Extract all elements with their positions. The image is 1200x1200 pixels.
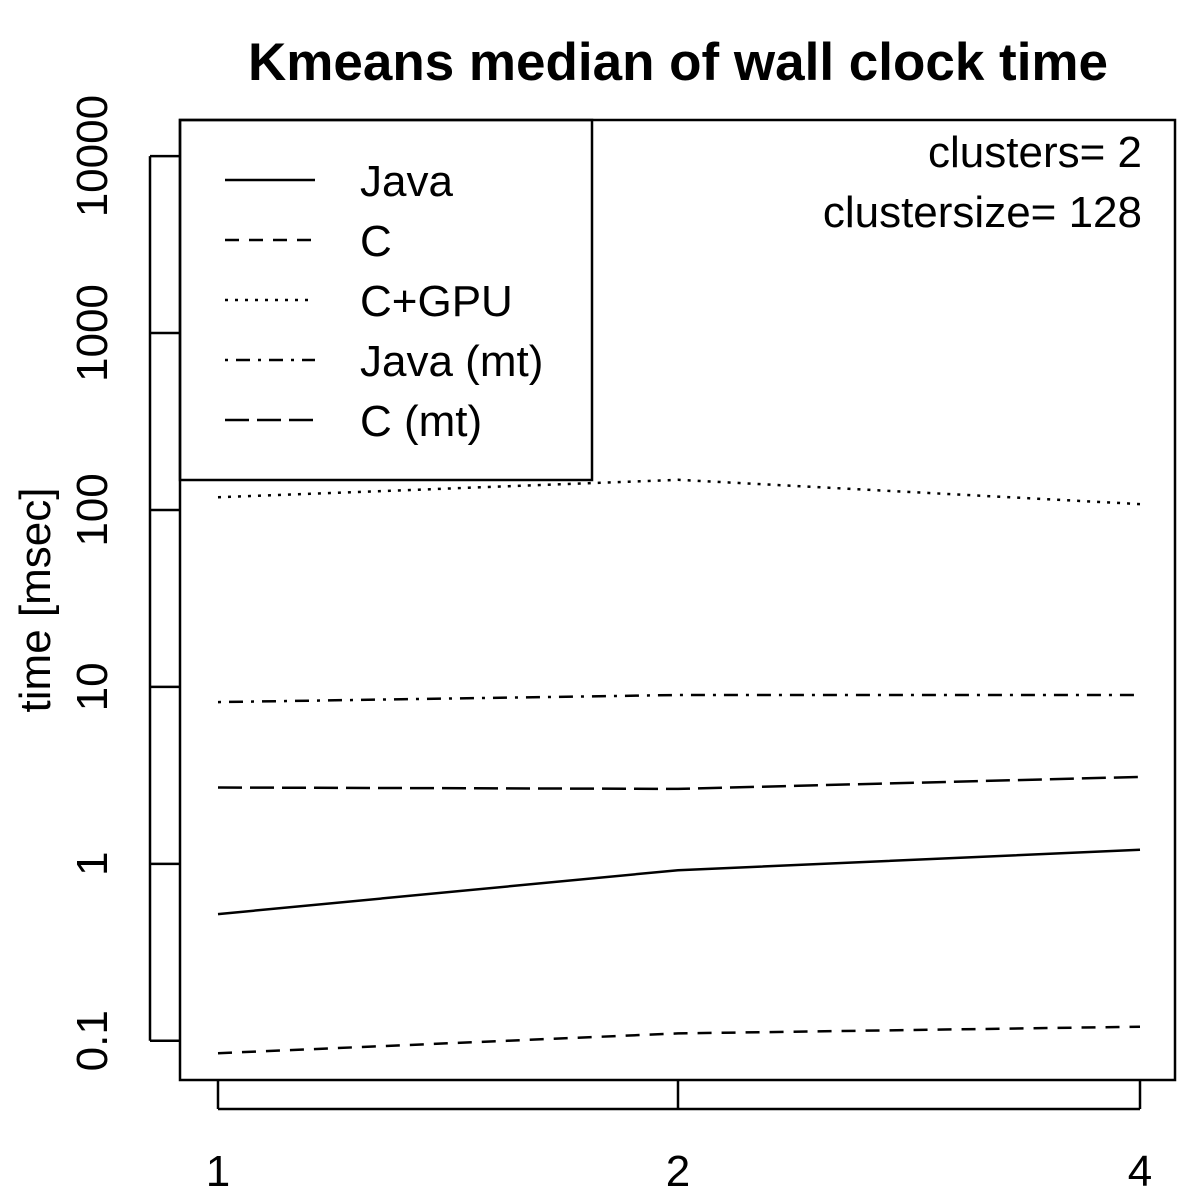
x-tick-label: 1	[206, 1147, 230, 1196]
legend-label: C (mt)	[360, 397, 482, 446]
x-axis: 1 2 4	[206, 1080, 1152, 1196]
y-tick-label: 10000	[68, 95, 117, 217]
y-tick-label: 0.1	[68, 1010, 117, 1071]
annotation-text: clusters= 2	[928, 128, 1142, 177]
series-line-c-mt	[217, 775, 1141, 791]
annotations: clusters= 2 clustersize= 128	[823, 128, 1142, 237]
legend-label: C	[360, 217, 392, 266]
y-axis: 0.1 1 10 100 1000 10000	[68, 95, 180, 1071]
legend-box	[178, 118, 594, 482]
legend: Java C C+GPU Java (mt) C (mt)	[178, 118, 594, 482]
y-tick-label: 1000	[68, 284, 117, 382]
y-tick-label: 100	[68, 473, 117, 546]
annotation-text: clustersize= 128	[823, 188, 1142, 237]
y-tick-label: 10	[68, 662, 117, 711]
plot-frame	[178, 118, 1177, 1082]
x-tick-label: 2	[666, 1147, 690, 1196]
chart-title: Kmeans median of wall clock time	[248, 33, 1108, 92]
x-tick-label: 4	[1128, 1147, 1152, 1196]
y-tick-label: 1	[68, 852, 117, 876]
y-axis-label: time [msec]	[11, 488, 60, 713]
series-line-java	[217, 848, 1141, 916]
series-line-java-mt	[217, 693, 1140, 704]
legend-label: Java	[360, 157, 453, 206]
legend-label: C+GPU	[360, 277, 513, 326]
series-group	[217, 478, 1141, 1055]
legend-label: Java (mt)	[360, 337, 543, 386]
series-line-c	[217, 1025, 1141, 1055]
series-line-c-gpu	[217, 478, 1141, 506]
